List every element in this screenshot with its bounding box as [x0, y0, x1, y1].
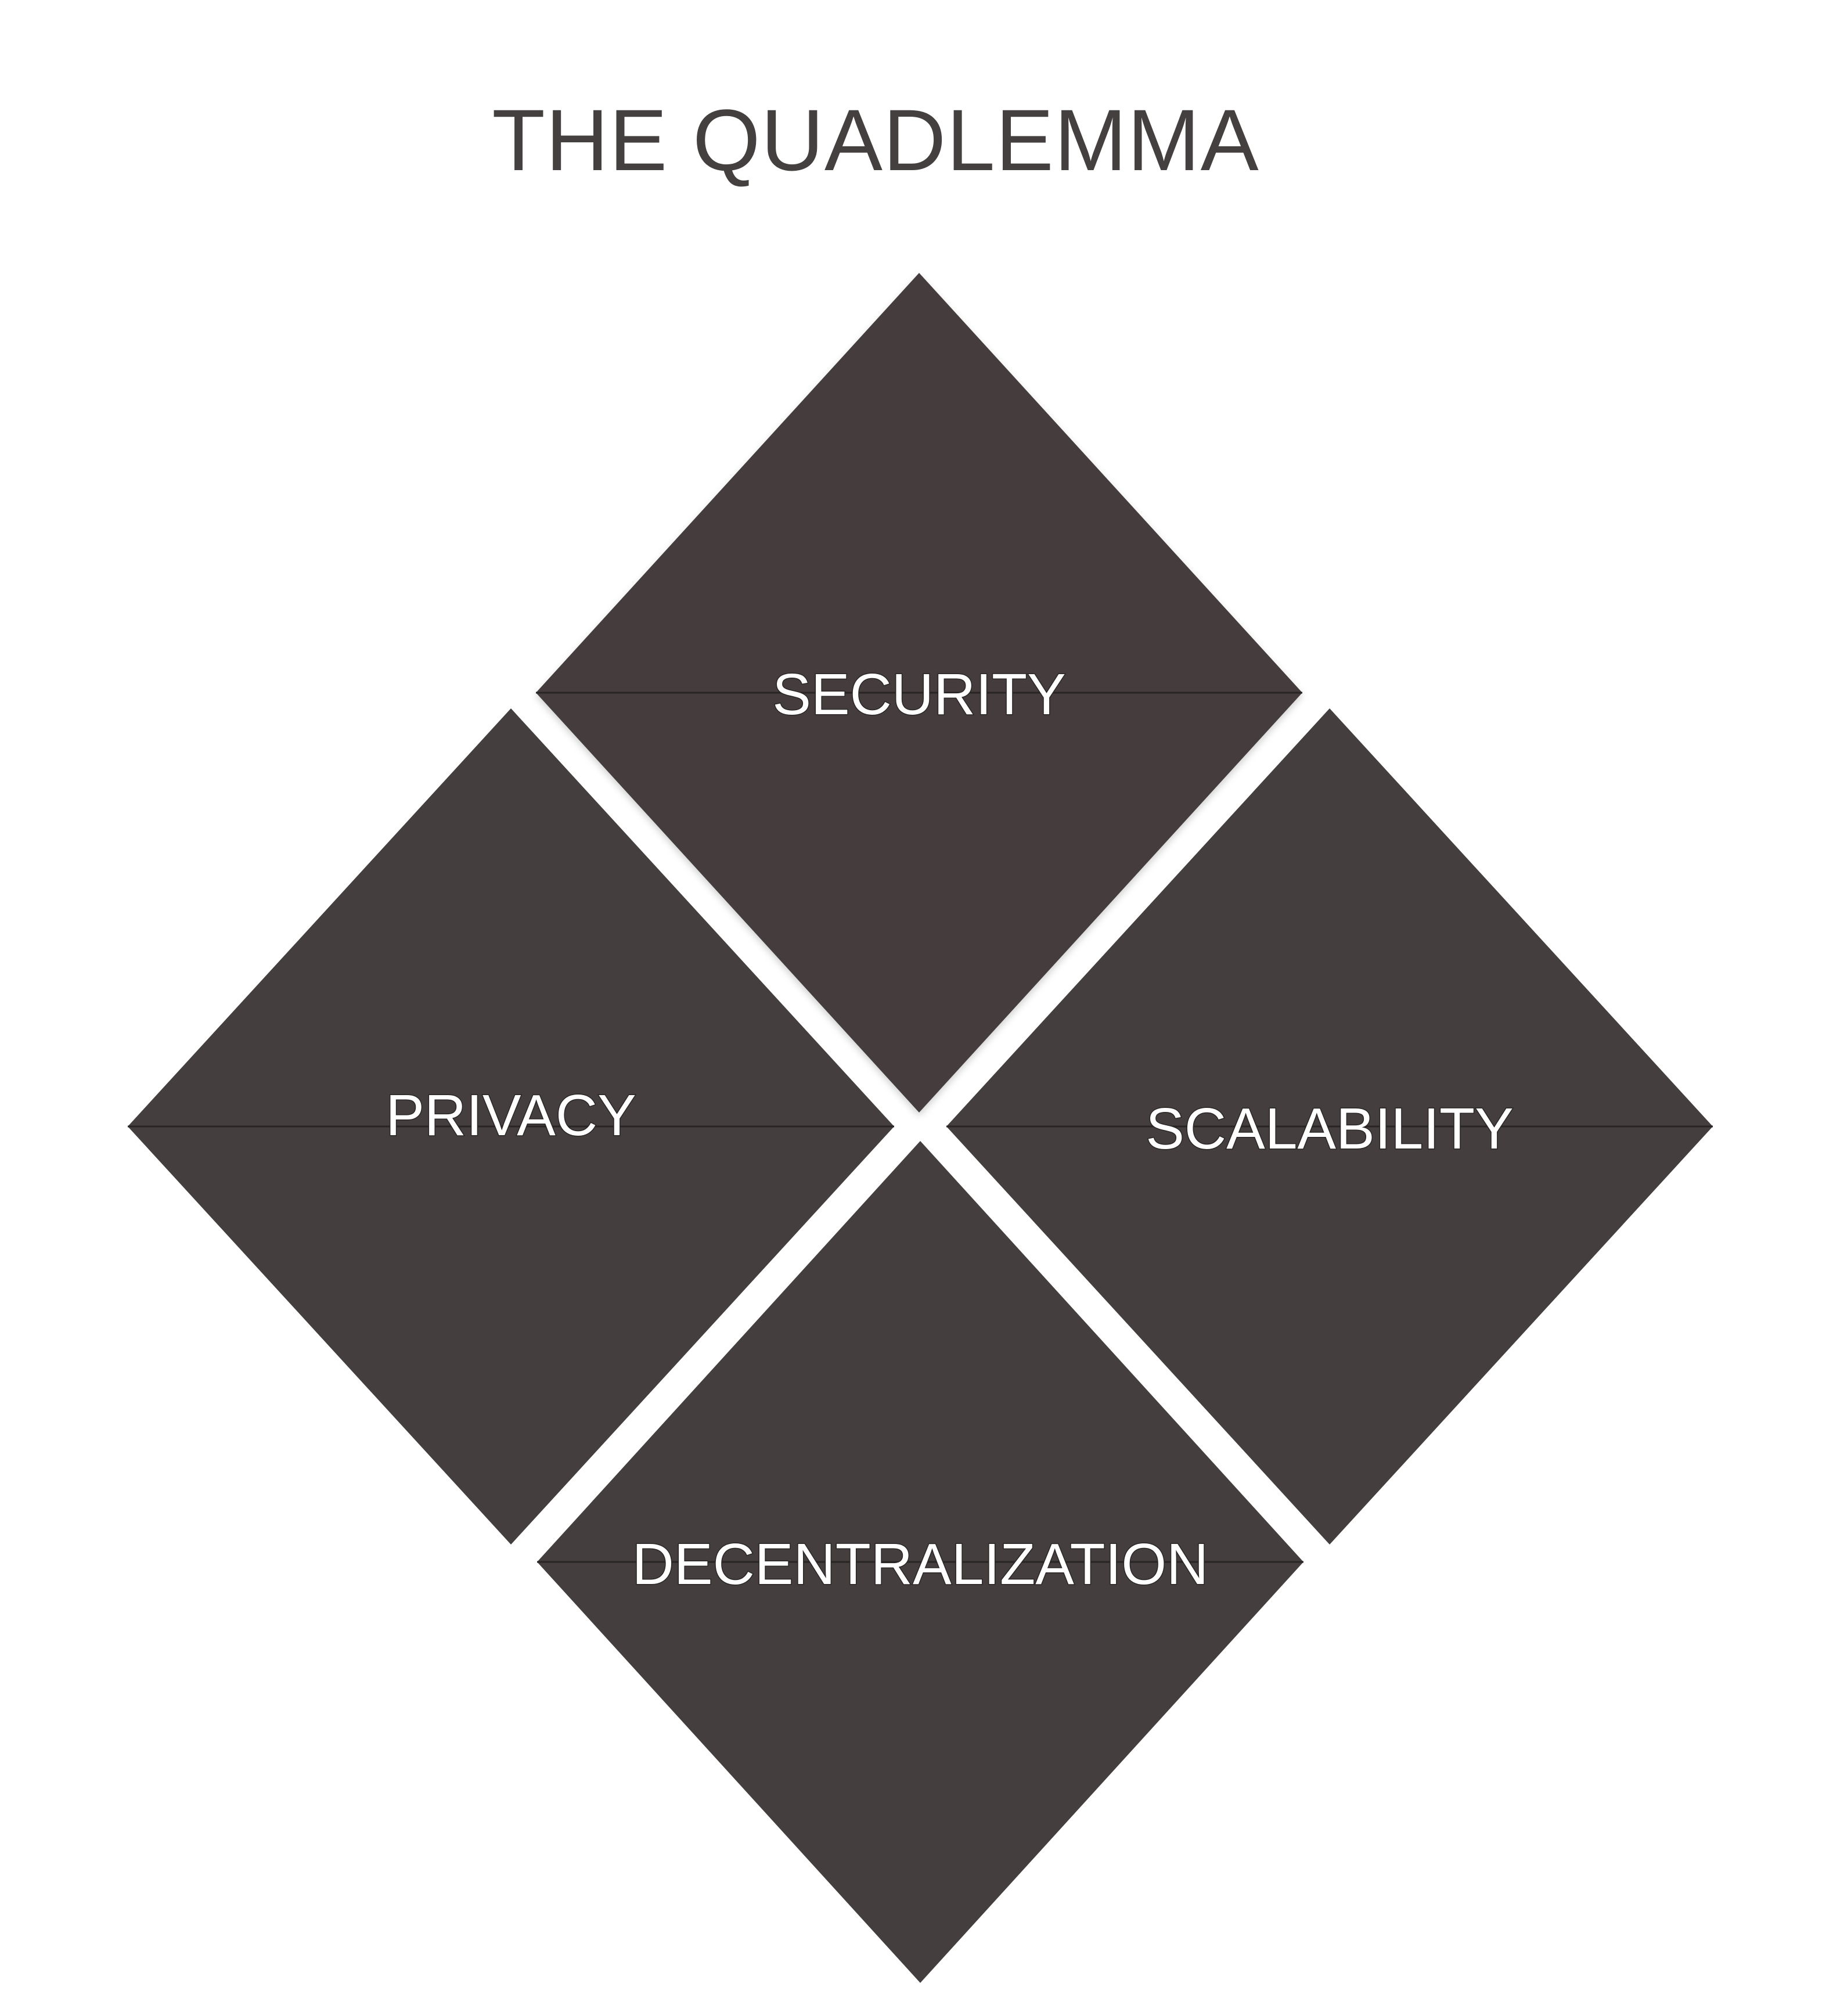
- security-quadrant: SECURITY: [536, 273, 1302, 1113]
- decentralization-label: DECENTRALIZATION: [632, 1532, 1209, 1597]
- diagram-title: THE QUADLEMMA: [492, 91, 1259, 189]
- privacy-label: PRIVACY: [386, 1083, 636, 1148]
- decentralization-quadrant: DECENTRALIZATION: [537, 1141, 1303, 1983]
- security-label: SECURITY: [772, 662, 1066, 727]
- scalability-label: SCALABILITY: [1146, 1096, 1514, 1161]
- privacy-quadrant: PRIVACY: [128, 708, 894, 1545]
- scalability-quadrant: SCALABILITY: [946, 708, 1713, 1545]
